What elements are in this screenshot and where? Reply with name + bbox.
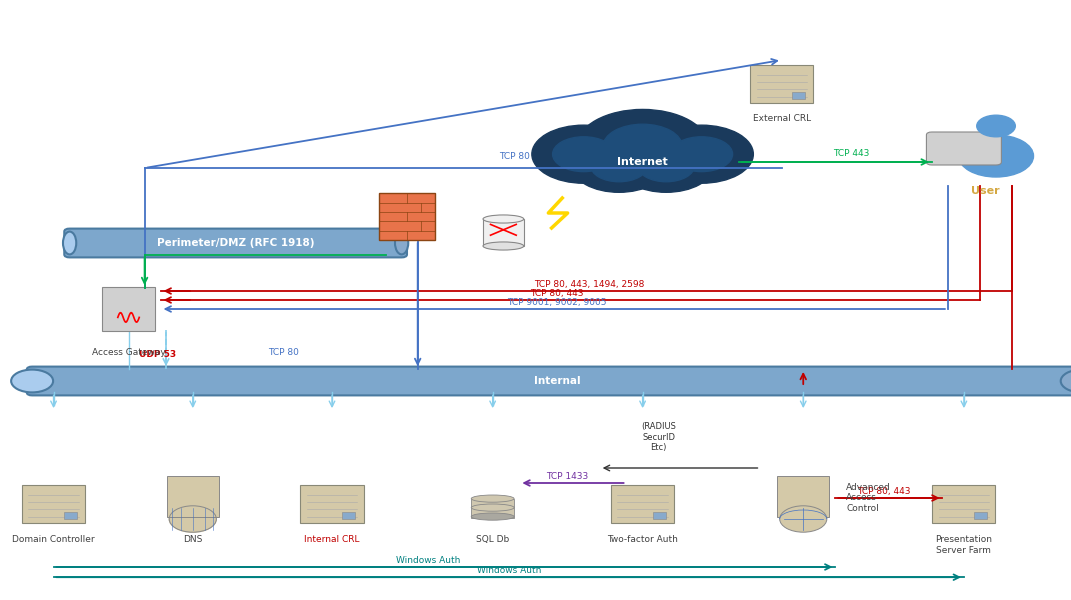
- Circle shape: [650, 125, 753, 183]
- FancyBboxPatch shape: [975, 512, 987, 519]
- Text: (RADIUS
SecurID
Etc): (RADIUS SecurID Etc): [642, 422, 676, 452]
- Text: Two-factor Auth: Two-factor Auth: [607, 535, 678, 544]
- Text: TCP 80, 443: TCP 80, 443: [857, 487, 910, 496]
- Text: Windows Auth: Windows Auth: [477, 566, 541, 575]
- Text: UDP 53: UDP 53: [139, 350, 177, 359]
- Text: TCP 80, 443: TCP 80, 443: [530, 289, 584, 298]
- Ellipse shape: [483, 215, 524, 223]
- FancyBboxPatch shape: [926, 132, 1001, 165]
- FancyBboxPatch shape: [103, 287, 155, 331]
- FancyBboxPatch shape: [778, 476, 830, 517]
- FancyBboxPatch shape: [652, 512, 665, 519]
- Text: SQL Db: SQL Db: [476, 535, 510, 544]
- Text: User: User: [971, 186, 999, 196]
- Text: Domain Controller: Domain Controller: [12, 535, 95, 544]
- Text: Perimeter/DMZ (RFC 1918): Perimeter/DMZ (RFC 1918): [156, 238, 315, 248]
- Circle shape: [603, 124, 682, 169]
- FancyBboxPatch shape: [343, 512, 356, 519]
- FancyBboxPatch shape: [379, 193, 435, 240]
- FancyBboxPatch shape: [27, 367, 1071, 395]
- Circle shape: [591, 150, 647, 182]
- Ellipse shape: [471, 495, 514, 502]
- Text: Windows Auth: Windows Auth: [396, 556, 461, 565]
- Circle shape: [670, 137, 733, 172]
- Circle shape: [780, 506, 827, 532]
- Ellipse shape: [471, 513, 514, 520]
- Text: Presentation
Server Farm: Presentation Server Farm: [935, 535, 993, 554]
- Circle shape: [572, 139, 666, 192]
- Text: TCP 80: TCP 80: [268, 348, 299, 357]
- Text: TCP 443: TCP 443: [833, 149, 870, 158]
- Circle shape: [532, 125, 635, 183]
- FancyBboxPatch shape: [167, 476, 220, 517]
- Ellipse shape: [1060, 370, 1071, 392]
- FancyBboxPatch shape: [471, 499, 514, 518]
- Text: TCP 1433: TCP 1433: [546, 472, 589, 481]
- Ellipse shape: [11, 370, 54, 392]
- Text: Advanced
Access
Control: Advanced Access Control: [846, 483, 891, 513]
- Ellipse shape: [471, 504, 514, 511]
- Text: Internal: Internal: [533, 376, 580, 386]
- Ellipse shape: [63, 232, 76, 254]
- Text: Access Gateway: Access Gateway: [92, 348, 165, 357]
- Circle shape: [553, 137, 615, 172]
- Text: TCP 80, 443, 1494, 2598: TCP 80, 443, 1494, 2598: [533, 280, 645, 289]
- FancyBboxPatch shape: [610, 485, 675, 523]
- FancyBboxPatch shape: [21, 485, 86, 523]
- Text: Internal CRL: Internal CRL: [304, 535, 360, 544]
- FancyBboxPatch shape: [750, 65, 814, 103]
- Circle shape: [576, 109, 709, 184]
- FancyBboxPatch shape: [483, 219, 524, 246]
- Circle shape: [619, 139, 713, 192]
- Circle shape: [638, 150, 694, 182]
- Text: TCP 80: TCP 80: [499, 152, 529, 161]
- Ellipse shape: [483, 242, 524, 250]
- Text: External CRL: External CRL: [753, 114, 811, 123]
- Circle shape: [977, 115, 1015, 137]
- Text: Internet: Internet: [617, 157, 668, 167]
- Circle shape: [169, 506, 216, 532]
- Circle shape: [959, 135, 1034, 177]
- FancyBboxPatch shape: [64, 512, 77, 519]
- Text: TCP 9001, 9002, 9005: TCP 9001, 9002, 9005: [508, 298, 606, 307]
- Text: DNS: DNS: [183, 535, 202, 544]
- FancyBboxPatch shape: [64, 229, 407, 257]
- FancyBboxPatch shape: [791, 92, 805, 99]
- FancyBboxPatch shape: [300, 485, 363, 523]
- FancyBboxPatch shape: [932, 485, 996, 523]
- Ellipse shape: [395, 232, 408, 254]
